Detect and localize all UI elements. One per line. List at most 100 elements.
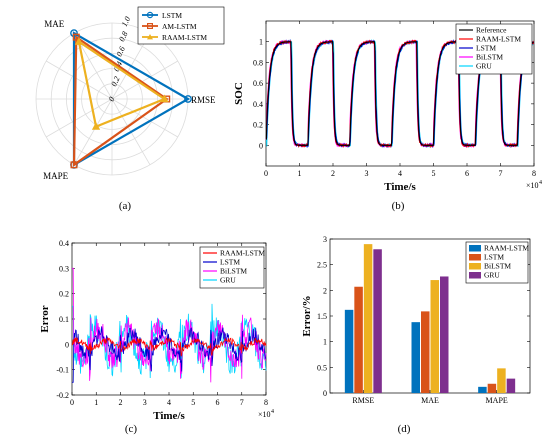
radar-tick-label: 0 [107,95,117,102]
x-tick-label: 0 [70,398,74,407]
legend-label: Reference [476,26,507,35]
bar [411,322,420,393]
legend-label: LSTM [220,258,240,267]
y-tick-label: 2.5 [317,261,327,270]
x-tick-label: 8 [264,398,268,407]
y-tick-label: 0.5 [317,363,327,372]
legend-label: RAAM-LSTM [484,244,529,253]
radar-point [184,95,192,103]
y-tick-label: 0.3 [59,264,69,273]
bar [373,249,382,393]
x-tick-label: 8 [532,169,536,178]
legend-swatch [469,263,481,270]
radar-tick-label: 0.8 [117,30,129,43]
legend-label: GRU [220,276,236,285]
x-axis-label: Time/s [384,181,416,193]
legend-label: BiLSTM [476,53,503,62]
legend-marker [146,11,154,19]
bar [506,378,516,393]
x-tick-label: MAE [421,396,439,405]
radar-series-line [72,35,169,167]
legend-label: BiLSTM [220,267,247,276]
y-tick-label: -0.2 [56,391,69,400]
bar [344,309,354,393]
radar-point [72,33,80,41]
y-tick-label: 0.4 [253,100,263,109]
bar-chart-d: 0 0.5 1 1.5 2 2.5 3 Error/% RMSE MAE MAPE RAAM-LSTM… [301,235,531,405]
y-tick-label: 0.2 [59,290,69,299]
radar-grid-spoke [45,60,113,100]
legend-label: RAAM-LSTM [220,249,265,258]
bar [487,383,497,393]
caption-d: (d) [398,423,411,435]
caption-b: (b) [392,200,405,212]
x-exponent-power: 4 [271,409,274,415]
legend-label: LSTM [484,253,504,262]
y-tick-label: 3 [323,235,327,244]
legend-box [199,246,265,289]
line-chart-b: 0 1 2 3 4 5 6 7 800.20.40.60.81×10 4Time/sSOCRefe… [233,20,542,193]
x-tick-label: MAPE [486,396,508,405]
radar-series-line [72,31,191,167]
radar-tick-label: 0.6 [115,45,127,58]
bar [440,276,449,393]
y-axis-label: SOC [233,82,245,105]
x-tick-label: 3 [365,169,369,178]
radar-grid-spoke [111,60,179,100]
radar-chart-a: 00.20.40.60.81.0RMSEMAEMAPELSTMAM-LSTMRA… [35,6,225,181]
y-tick-label: 0.6 [253,79,263,88]
legend-label: GRU [484,271,500,280]
y-tick-label: 1 [259,38,263,47]
x-tick-label: 7 [499,169,503,178]
bar [430,280,439,393]
x-tick-label: 3 [143,398,147,407]
x-tick-label: 2 [331,169,335,178]
bar [478,386,487,393]
y-tick-label: 0 [259,141,263,150]
bar [421,311,430,393]
legend-swatch [469,272,481,279]
y-tick-label: 1 [323,338,327,347]
legend-swatch [469,245,481,252]
legend-label: LSTM [476,44,496,53]
caption-c: (c) [125,423,138,435]
x-tick-label: 5 [432,169,436,178]
caption-a: (a) [119,200,132,212]
y-tick-label: 2 [323,286,327,295]
radar-grid-spoke [45,98,113,138]
legend-marker [147,23,154,30]
radar-axis-label: RMSE [191,95,216,105]
y-tick-label: 0 [65,340,69,349]
x-axis-label: Time/s [153,410,185,422]
radar-point [160,94,169,103]
x-tick-label: 6 [465,169,469,178]
x-exponent-label: ×10 [258,410,271,419]
legend-label: LSTM [162,11,182,20]
radar-series-line [77,39,167,129]
y-tick-label: 0.4 [59,239,69,248]
radar-point [70,161,78,169]
error-series-line [71,337,267,357]
radar-axis-label: MAE [44,19,65,29]
x-tick-label: 6 [216,398,220,407]
radar-grid-spoke [111,98,179,138]
x-tick-label: 0 [264,169,268,178]
bar [354,286,363,393]
bar [363,244,373,393]
y-axis-label: Error [39,305,51,332]
radar-tick-label: 1.0 [120,15,132,28]
y-tick-label: 0.8 [253,58,263,67]
radar-axis-label: MAPE [43,171,69,181]
x-tick-label: RMSE [352,396,374,405]
legend-label: BiLSTM [484,262,511,271]
radar-point [74,37,84,45]
radar-point [91,122,101,130]
bar [497,368,506,393]
legend-label: AM-LSTM [162,22,197,31]
x-tick-label: 4 [167,398,171,407]
legend-label: GRU [476,62,492,71]
x-tick-label: 7 [240,398,244,407]
legend-swatch [469,254,481,261]
y-tick-label: 0.2 [253,121,263,130]
